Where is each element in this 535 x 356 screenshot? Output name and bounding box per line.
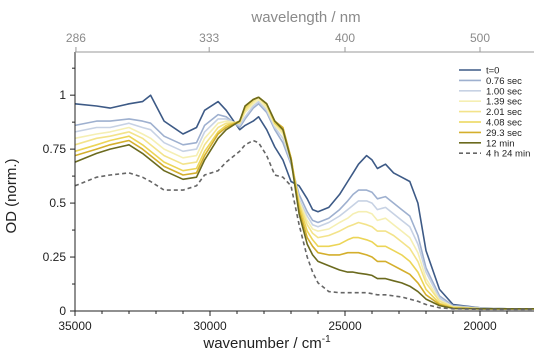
x-tick-label-2: 25000 — [328, 319, 362, 333]
y-tick-label-2: 0.5 — [49, 196, 66, 210]
y-tick-label-3: 0.75 — [43, 142, 67, 156]
plot-lines — [74, 94, 534, 311]
y-tick-label-4: 1 — [59, 88, 66, 102]
top-axis-label: wavelength / nm — [250, 9, 360, 26]
x-axis-label: wavenumber / cm-1 — [202, 334, 331, 352]
series-line-5 — [74, 96, 534, 310]
series-line-1 — [74, 103, 534, 310]
legend-label-7: 12 min — [486, 138, 515, 149]
legend-label-3: 1.39 sec — [486, 97, 522, 108]
legend-label-1: 0.76 sec — [486, 76, 522, 87]
series-line-8 — [74, 139, 534, 311]
legend-label-0: t=0 — [486, 66, 499, 77]
x-tick-label-3: 20000 — [463, 319, 497, 333]
series-line-4 — [74, 96, 534, 310]
series-line-6 — [74, 96, 534, 310]
legend-label-4: 2.01 sec — [486, 107, 522, 118]
series-line-2 — [74, 100, 534, 310]
top-tick-label-0: 286 — [66, 31, 86, 45]
top-tick-label-3: 500 — [470, 31, 490, 45]
series-line-0 — [74, 94, 534, 310]
y-tick-label-1: 0.25 — [43, 250, 67, 264]
legend-label-5: 4.08 sec — [486, 118, 522, 129]
y-tick-label-0: 0 — [59, 304, 66, 318]
x-tick-label-1: 30000 — [193, 319, 227, 333]
x-tick-label-0: 35000 — [58, 319, 92, 333]
y-axis-label: OD (norm.) — [3, 158, 20, 233]
top-tick-label-2: 400 — [335, 31, 355, 45]
series-line-7 — [74, 96, 534, 310]
legend-label-6: 29.3 sec — [486, 128, 522, 139]
tick-marks: 35000 30000 25000 20000 0 0.25 0.5 0.75 1 286 333 4… — [43, 31, 508, 333]
legend-label-2: 1.00 sec — [486, 86, 522, 97]
top-tick-label-1: 333 — [199, 31, 219, 45]
series-line-3 — [74, 98, 534, 310]
legend-label-8: 4 h 24 min — [486, 149, 530, 160]
